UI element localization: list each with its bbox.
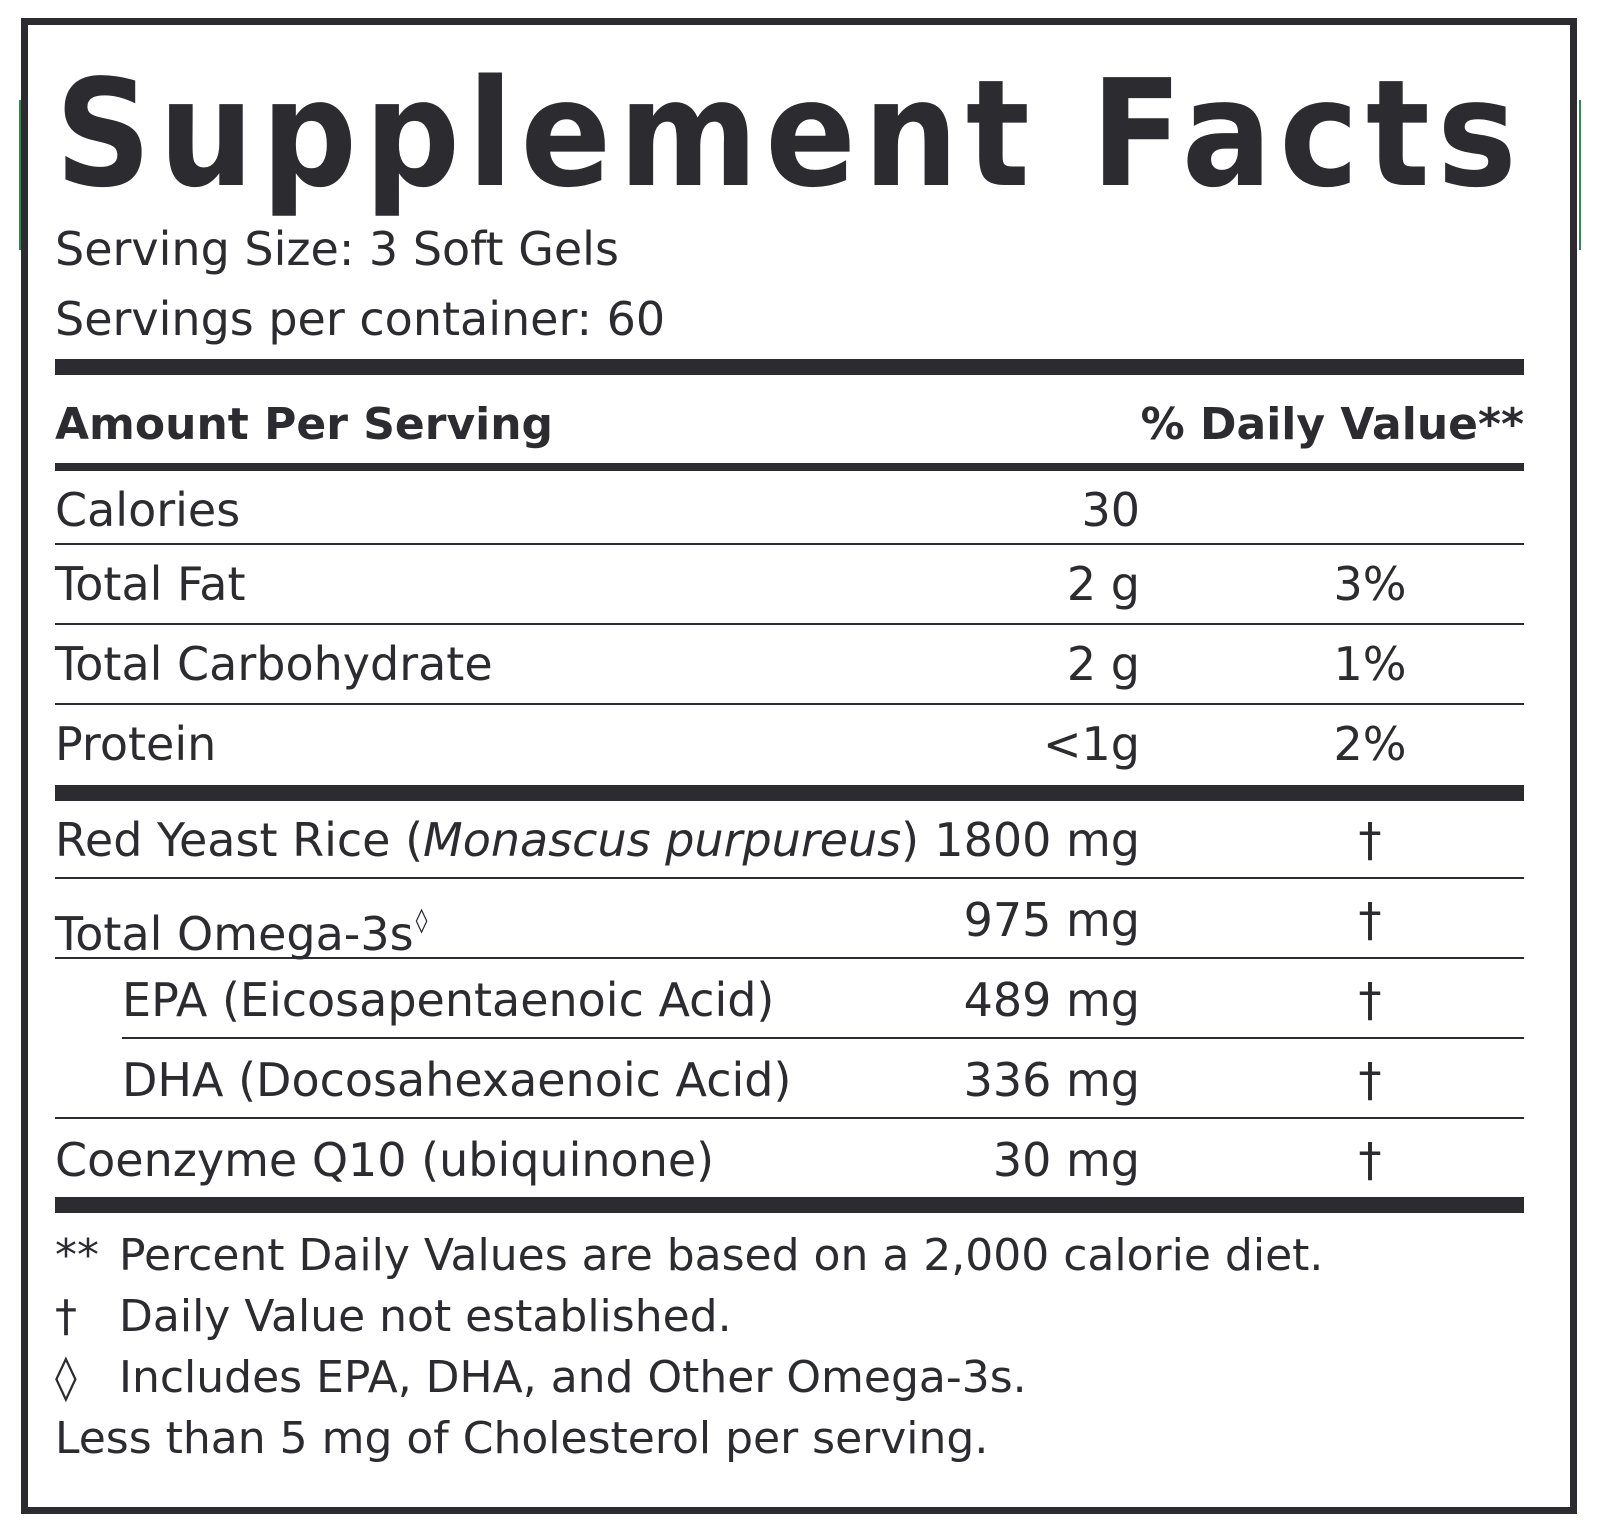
divider-thin bbox=[55, 1117, 1524, 1119]
nutrient-name: Total Fat bbox=[55, 557, 246, 611]
footnote-daily-values: ** Percent Daily Values are based on a 2,… bbox=[55, 1227, 1323, 1285]
ingredient-name-text: Total Omega-3s bbox=[55, 907, 414, 961]
nutrient-row-calories: Calories 30 bbox=[55, 471, 1524, 551]
ingredient-daily-value: † bbox=[1358, 1053, 1382, 1107]
ingredient-name-end: ) bbox=[901, 813, 920, 867]
ingredient-species: Monascus purpureus bbox=[423, 813, 902, 867]
ingredient-name: EPA (Eicosapentaenoic Acid) bbox=[122, 973, 775, 1027]
header-daily-value: % Daily Value** bbox=[1140, 399, 1524, 450]
nutrient-row: Total Fat 2 g 3% bbox=[55, 545, 1524, 625]
serving-size: Serving Size: 3 Soft Gels bbox=[55, 222, 619, 276]
ingredient-amount: 1800 mg bbox=[934, 813, 1140, 867]
footnote-dagger: † Daily Value not established. bbox=[55, 1288, 732, 1346]
footnote-mark: ◊ bbox=[55, 1352, 77, 1403]
ingredient-row-red-yeast-rice: Red Yeast Rice (Monascus purpureus) 1800… bbox=[55, 801, 1524, 881]
servings-per-container: Servings per container: 60 bbox=[55, 292, 666, 346]
column-header-row: Amount Per Serving % Daily Value** bbox=[55, 389, 1524, 463]
nutrient-daily-value: 1% bbox=[1333, 637, 1407, 691]
footnote-text: Percent Daily Values are based on a 2,00… bbox=[119, 1230, 1324, 1281]
divider-thin bbox=[55, 877, 1524, 879]
nutrient-daily-value: 2% bbox=[1333, 717, 1407, 771]
ingredient-name: Total Omega-3s◊ bbox=[55, 889, 427, 965]
ingredient-amount: 30 mg bbox=[992, 1133, 1140, 1187]
divider-thin bbox=[55, 703, 1524, 705]
edge-accent-right bbox=[1579, 100, 1581, 250]
ingredient-amount: 336 mg bbox=[963, 1053, 1140, 1107]
nutrient-row: Total Carbohydrate 2 g 1% bbox=[55, 625, 1524, 705]
label-title: Supplement Facts bbox=[55, 48, 1525, 220]
nutrient-name: Total Carbohydrate bbox=[55, 637, 493, 691]
supplement-facts-panel: Supplement Facts Serving Size: 3 Soft Ge… bbox=[21, 18, 1577, 1514]
ingredient-row-coq10: Coenzyme Q10 (ubiquinone) 30 mg † bbox=[55, 1121, 1524, 1201]
divider-thin bbox=[55, 543, 1524, 545]
divider-thin bbox=[55, 623, 1524, 625]
ingredient-name: DHA (Docosahexaenoic Acid) bbox=[122, 1053, 792, 1107]
ingredient-daily-value: † bbox=[1358, 973, 1382, 1027]
ingredient-daily-value: † bbox=[1358, 813, 1382, 867]
ingredient-row-omega-3: Total Omega-3s◊ 975 mg † bbox=[55, 881, 1524, 961]
divider-thick bbox=[55, 785, 1524, 801]
footnote-text: Daily Value not established. bbox=[119, 1291, 732, 1342]
divider-thick bbox=[55, 1197, 1524, 1213]
edge-accent-left bbox=[19, 100, 21, 250]
nutrient-row: Protein <1g 2% bbox=[55, 705, 1524, 785]
header-amount-per-serving: Amount Per Serving bbox=[55, 399, 554, 450]
divider-thick bbox=[55, 359, 1524, 375]
footnote-mark: ** bbox=[55, 1230, 99, 1281]
footnote-cholesterol: Less than 5 mg of Cholesterol per servin… bbox=[55, 1410, 988, 1468]
footnote-text: Less than 5 mg of Cholesterol per servin… bbox=[55, 1413, 989, 1464]
nutrient-daily-value: 3% bbox=[1333, 557, 1407, 611]
ingredient-name-text: Red Yeast Rice ( bbox=[55, 813, 424, 867]
ingredient-amount: 489 mg bbox=[963, 973, 1140, 1027]
ingredient-name: Red Yeast Rice (Monascus purpureus) bbox=[55, 809, 919, 871]
divider-medium bbox=[55, 463, 1524, 471]
diamond-footnote-marker: ◊ bbox=[415, 906, 428, 934]
ingredient-name: Coenzyme Q10 (ubiquinone) bbox=[55, 1133, 715, 1187]
ingredient-daily-value: † bbox=[1358, 1133, 1382, 1187]
divider-thin-indented bbox=[122, 1037, 1524, 1039]
footnote-diamond: ◊ Includes EPA, DHA, and Other Omega-3s. bbox=[55, 1349, 1027, 1407]
divider-thin bbox=[55, 957, 1524, 959]
ingredient-row-epa: EPA (Eicosapentaenoic Acid) 489 mg † bbox=[55, 961, 1524, 1041]
nutrient-name: Calories bbox=[55, 483, 241, 537]
ingredient-amount: 975 mg bbox=[963, 893, 1140, 947]
nutrient-amount: <1g bbox=[1042, 717, 1140, 771]
footnote-mark: † bbox=[55, 1291, 77, 1342]
nutrient-amount: 30 bbox=[1081, 483, 1140, 537]
ingredient-daily-value: † bbox=[1358, 893, 1382, 947]
ingredient-row-dha: DHA (Docosahexaenoic Acid) 336 mg † bbox=[55, 1041, 1524, 1121]
nutrient-amount: 2 g bbox=[1066, 557, 1140, 611]
footnote-text: Includes EPA, DHA, and Other Omega-3s. bbox=[119, 1352, 1027, 1403]
nutrient-amount: 2 g bbox=[1066, 637, 1140, 691]
nutrient-name: Protein bbox=[55, 717, 217, 771]
